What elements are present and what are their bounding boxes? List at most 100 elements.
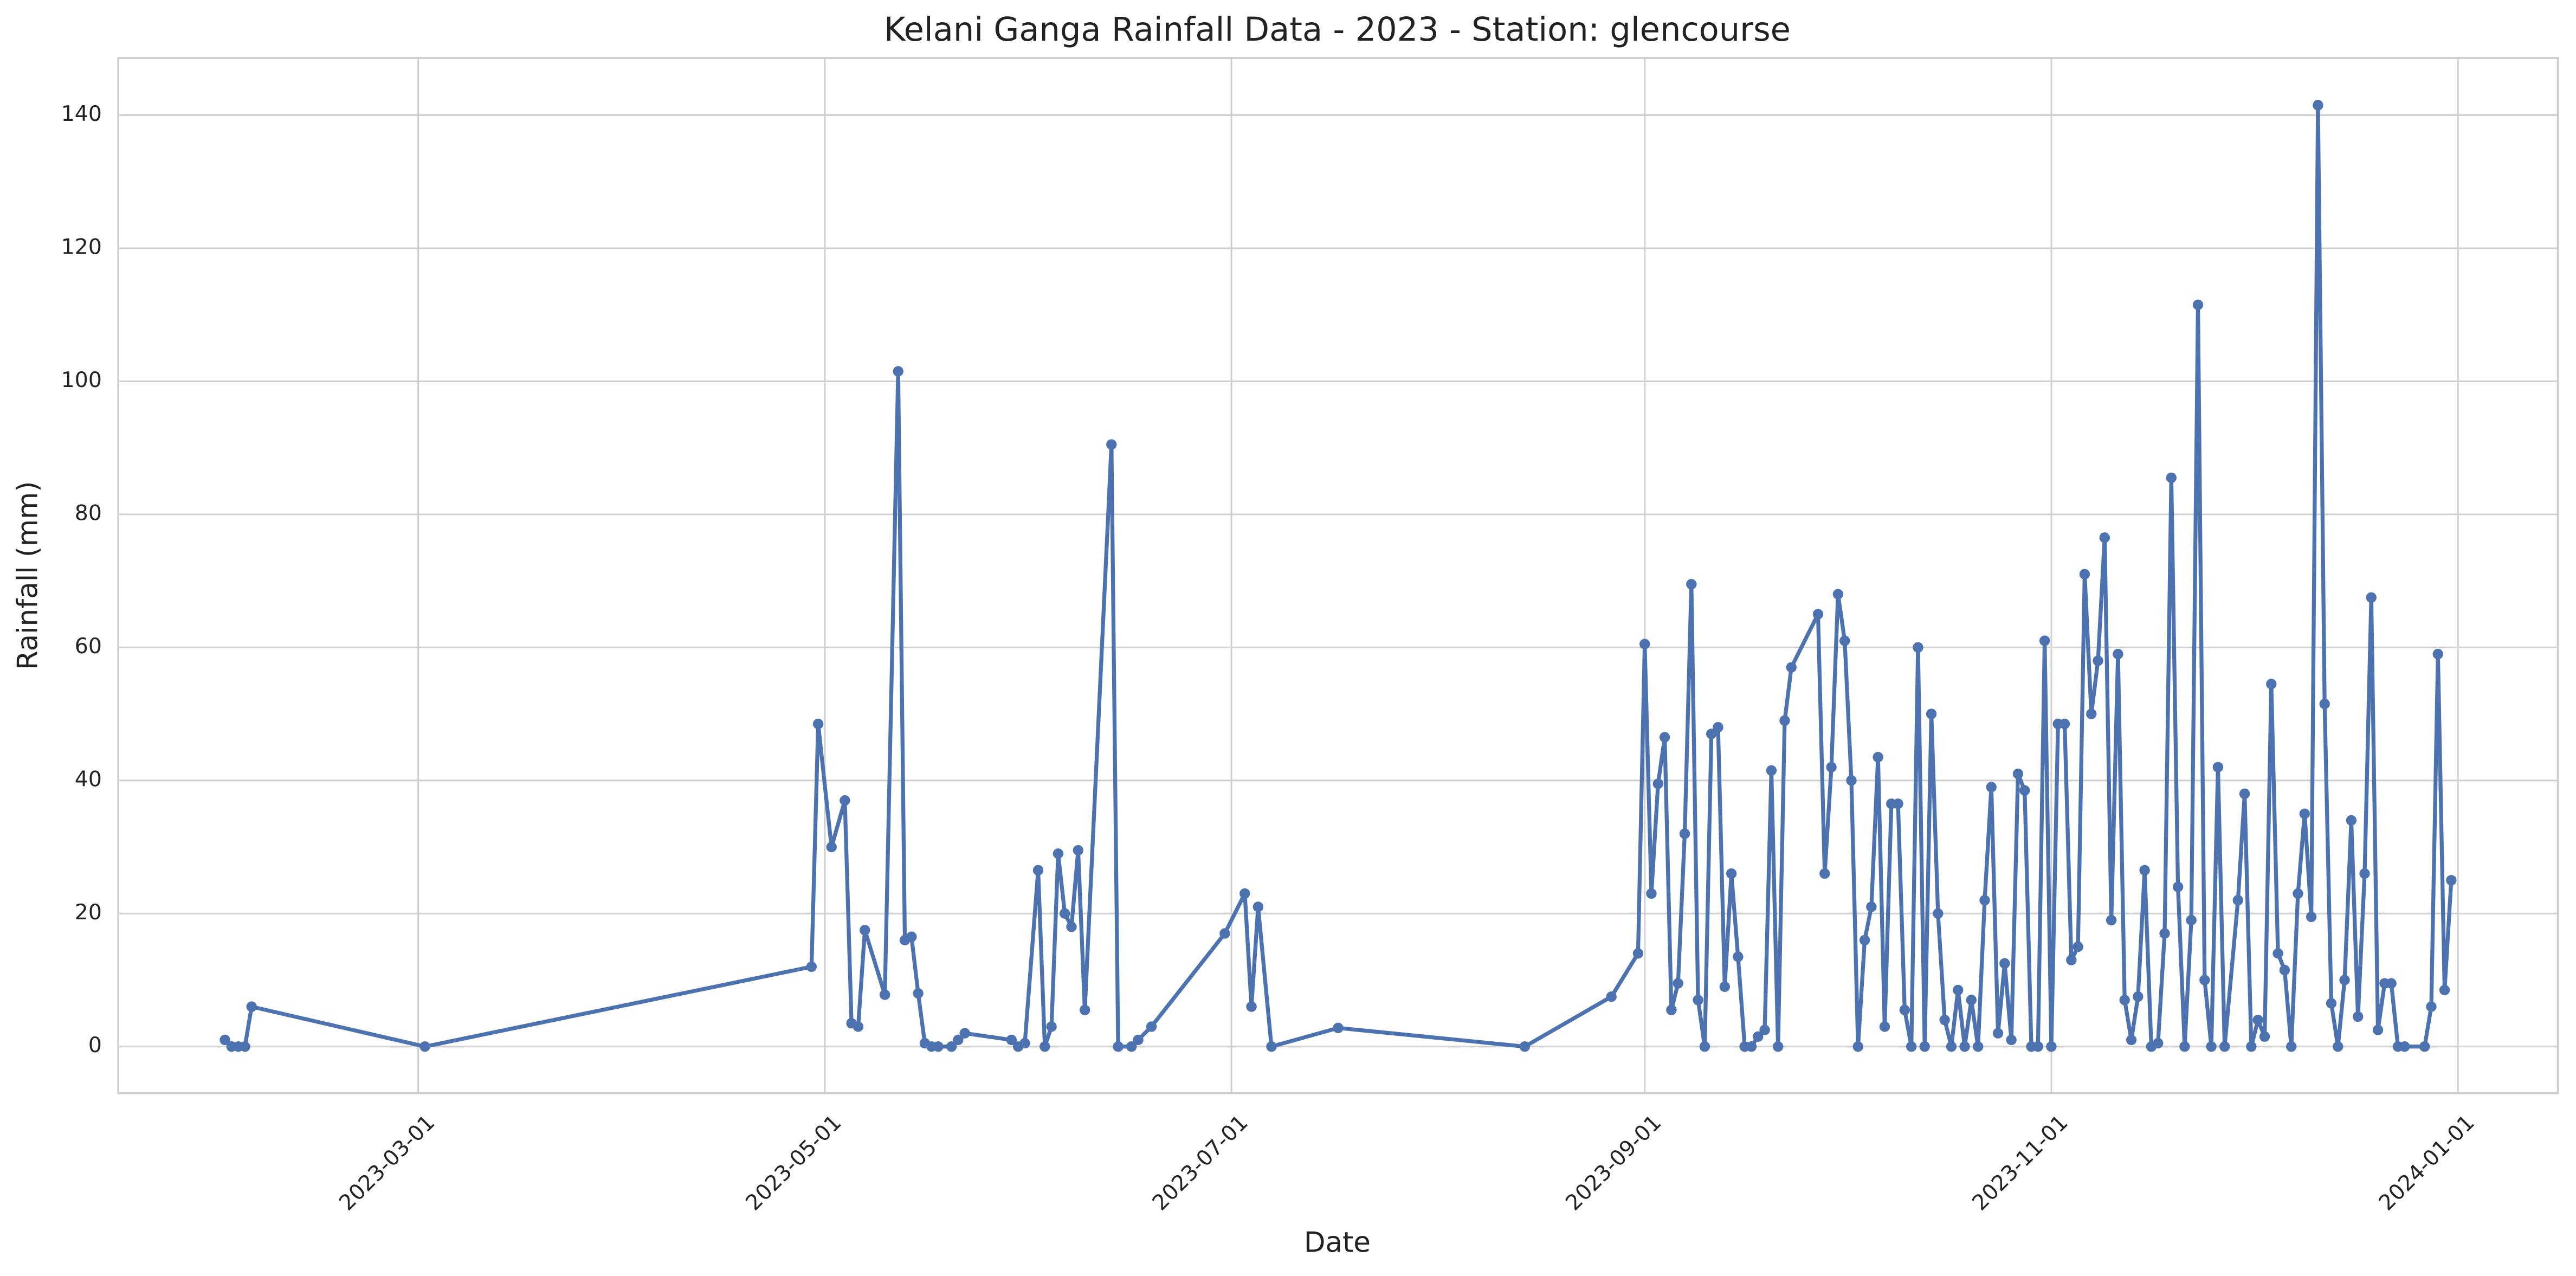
point — [2286, 1041, 2297, 1052]
point — [1659, 732, 1670, 743]
point — [1766, 765, 1777, 776]
point — [946, 1041, 957, 1052]
point — [1266, 1041, 1277, 1052]
point — [2299, 808, 2310, 819]
point — [240, 1041, 250, 1052]
point — [1519, 1041, 1531, 1052]
y-tick-label: 60 — [75, 634, 102, 659]
point — [2219, 1041, 2230, 1052]
point — [1632, 948, 1644, 959]
chart-title: Kelani Ganga Rainfall Data - 2023 - Stat… — [884, 11, 1791, 49]
point — [812, 718, 824, 730]
point — [1852, 1041, 1863, 1052]
point — [2032, 1041, 2044, 1052]
y-tick-label: 120 — [61, 234, 102, 259]
y-tick-label: 0 — [88, 1033, 102, 1058]
point — [2212, 762, 2224, 772]
point — [2199, 975, 2210, 985]
point — [906, 931, 917, 942]
point — [2313, 100, 2323, 111]
point — [1926, 708, 1937, 719]
point — [1879, 1021, 1890, 1032]
point — [1999, 958, 2010, 969]
point — [2346, 815, 2357, 826]
point — [840, 795, 850, 806]
point — [1726, 868, 1737, 879]
point — [1859, 935, 1870, 946]
point — [2172, 881, 2184, 892]
point — [1819, 868, 1830, 879]
point — [2153, 1037, 2164, 1049]
point — [1839, 635, 1850, 646]
point — [1953, 984, 1964, 996]
point — [1679, 828, 1690, 839]
point — [1246, 1001, 1257, 1012]
point — [893, 366, 903, 377]
point — [1073, 845, 1083, 856]
point — [1939, 1014, 1950, 1026]
point — [2046, 1041, 2057, 1052]
point — [2333, 1041, 2343, 1052]
point — [2293, 888, 2303, 899]
point — [2073, 941, 2083, 952]
point — [2259, 1031, 2270, 1042]
point — [2432, 648, 2443, 660]
point — [853, 1021, 864, 1032]
point — [2372, 1024, 2384, 1035]
point — [2339, 975, 2350, 985]
point — [2113, 648, 2123, 660]
point — [1946, 1041, 1957, 1052]
point — [2086, 708, 2097, 719]
point — [1992, 1028, 2004, 1039]
point — [1046, 1021, 1057, 1032]
point — [2206, 1041, 2217, 1052]
point — [1979, 895, 1990, 906]
point — [1253, 901, 1264, 912]
point — [2179, 1041, 2190, 1052]
point — [2119, 995, 2130, 1006]
point — [2326, 998, 2337, 1009]
point — [1706, 729, 1717, 739]
point — [1786, 662, 1797, 673]
point — [2279, 964, 2290, 976]
point — [2012, 768, 2024, 779]
point — [806, 961, 817, 972]
point — [1719, 981, 1730, 992]
point — [1959, 1041, 1970, 1052]
point — [1059, 908, 1070, 919]
point — [1832, 589, 1844, 600]
point — [2019, 785, 2030, 796]
point — [2139, 865, 2150, 876]
point — [1219, 928, 1230, 939]
point — [246, 1001, 257, 1012]
point — [1972, 1041, 1984, 1052]
grid — [118, 57, 2558, 1093]
point — [1113, 1041, 1124, 1052]
point — [1733, 951, 1744, 962]
point — [2352, 1011, 2364, 1022]
y-tick-label: 140 — [61, 101, 102, 126]
point — [1693, 995, 1703, 1006]
point — [1032, 865, 1044, 876]
x-axis-label: Date — [1304, 1227, 1371, 1259]
point — [219, 1034, 230, 1046]
point — [1666, 1004, 1677, 1015]
point — [2266, 679, 2277, 689]
point — [1006, 1034, 1017, 1046]
point — [1133, 1034, 1144, 1046]
point — [1652, 778, 1664, 789]
point — [1019, 1037, 1030, 1049]
point — [1919, 1041, 1930, 1052]
point — [419, 1041, 430, 1052]
point — [2079, 569, 2090, 580]
point — [1899, 1004, 1910, 1015]
point — [1699, 1041, 1710, 1052]
point — [2439, 984, 2450, 996]
y-axis-label: Rainfall (mm) — [12, 481, 44, 670]
point — [1040, 1041, 1050, 1052]
point — [1126, 1041, 1137, 1052]
point — [2306, 911, 2317, 923]
point — [2446, 875, 2457, 886]
